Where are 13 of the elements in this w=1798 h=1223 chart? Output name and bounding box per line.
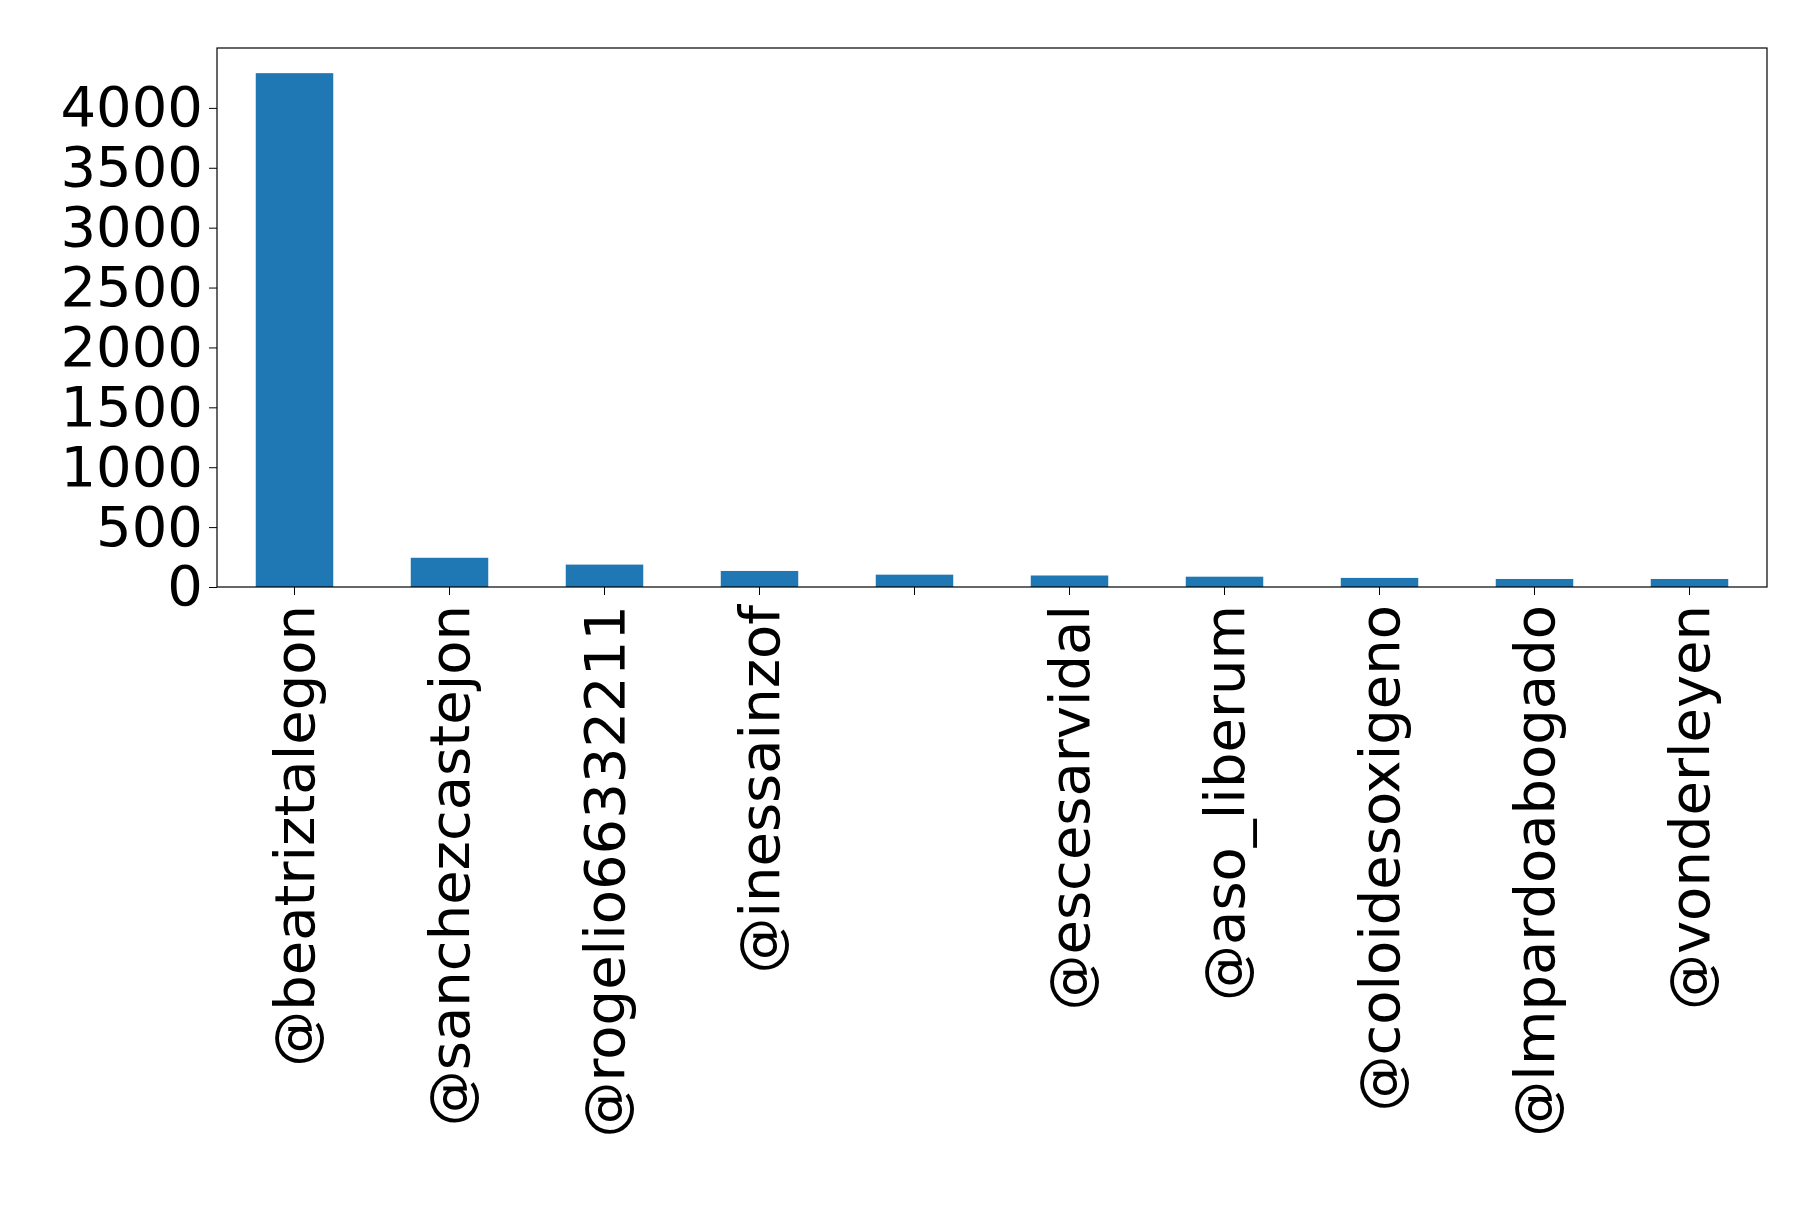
bar [410, 557, 489, 587]
x-tick-label: @lmpardoabogado [1502, 605, 1568, 1137]
x-tick-label: @vonderleyen [1657, 605, 1723, 1011]
bar [255, 73, 334, 587]
x-tick-label: @inessainzof [727, 603, 793, 974]
x-tick-label: @escesarvidal [1037, 605, 1103, 1011]
x-tick-label: @aso_liberum [1192, 605, 1258, 1001]
bar [720, 570, 799, 587]
bar [565, 564, 644, 587]
x-tick-label: @beatriztalegon [262, 605, 328, 1067]
x-tick-label: @rogelio66332211 [572, 605, 638, 1138]
x-tick-label: @coloidesoxigeno [1347, 605, 1413, 1112]
x-tick-label: @sanchezcastejon [417, 605, 483, 1127]
